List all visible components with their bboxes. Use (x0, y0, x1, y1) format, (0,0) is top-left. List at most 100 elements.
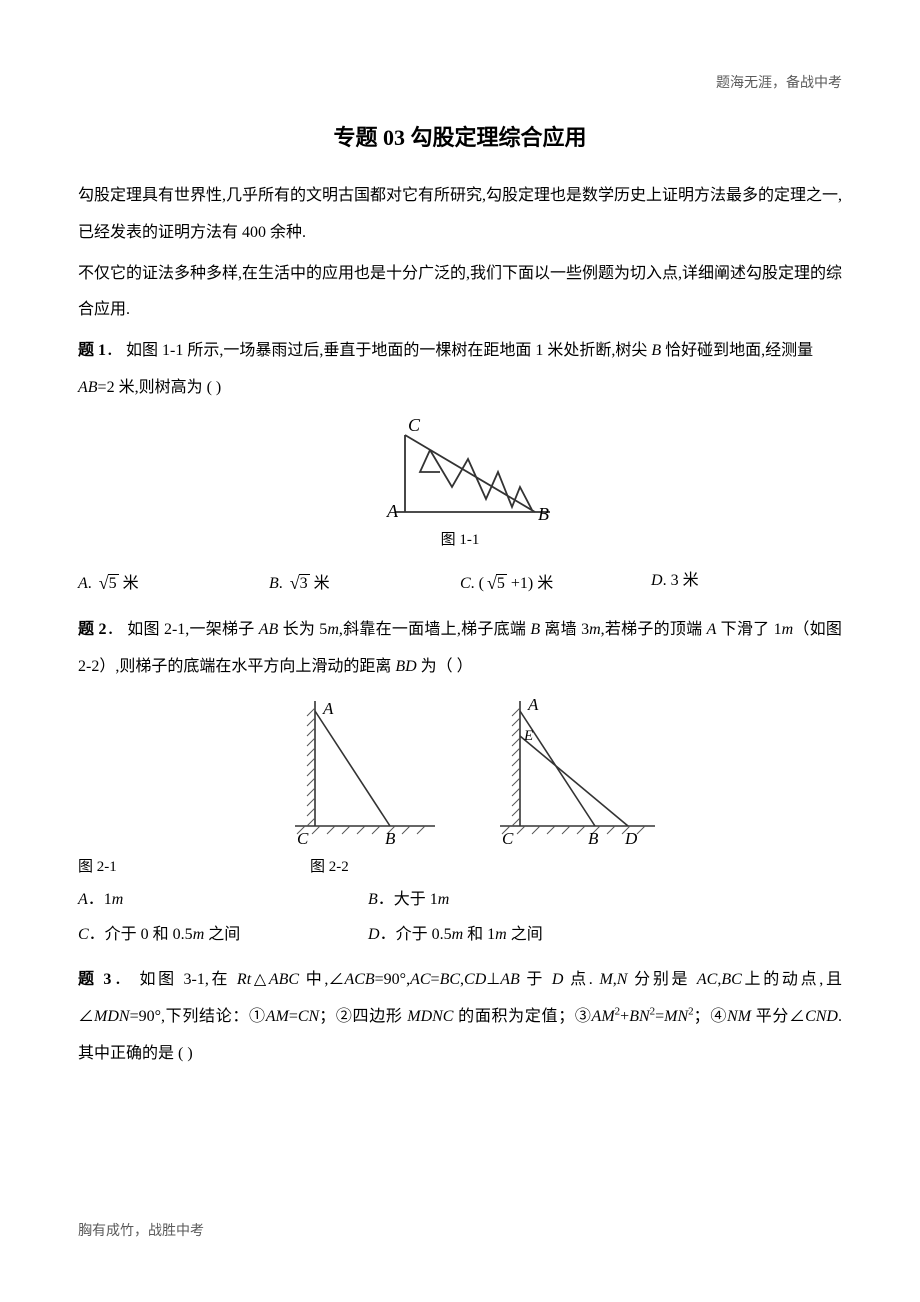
sqrt-icon: 5 (484, 563, 507, 603)
q2-opt-b: B．大于 1m (368, 882, 449, 917)
q2-opt-c: C．介于 0 和 0.5m 之间 (78, 917, 368, 952)
sqrt-icon: 3 (287, 563, 310, 603)
figure-1-1: C A B (78, 417, 842, 522)
q2-optd-t: ．介于 0.5 (380, 926, 452, 943)
q3-plus: + (620, 1008, 629, 1025)
q3-tl: ；④ (694, 1008, 727, 1025)
q3-acb: ACB (344, 971, 374, 988)
figure-1-1-caption: 图 1-1 (78, 528, 842, 549)
q1-opt-d: D. 3 米 (651, 563, 842, 603)
q2-optc-t: ．介于 0 和 0.5 (89, 926, 193, 943)
q3-mn: MN (664, 1008, 688, 1025)
q1-text-a: ． 如图 1-1 所示,一场暴雨过后,垂直于地面的一棵树在距地面 1 米处折断,… (106, 342, 651, 359)
q3-ta: ． 如图 3-1,在 (111, 971, 237, 988)
q2-th: 为（ ） (417, 658, 473, 675)
svg-text:D: D (624, 829, 638, 848)
q2-opta-l: A (78, 891, 88, 908)
q2-opta-t: ．1 (88, 891, 112, 908)
q1-label: 题 1 (78, 342, 106, 359)
q2-bd: BD (395, 658, 416, 675)
q3-ac2: AC (697, 971, 717, 988)
q2-optd-l: D (368, 926, 380, 943)
svg-text:B: B (385, 829, 396, 848)
q3-n: N (617, 971, 628, 988)
q2-b: B (530, 621, 540, 638)
footer-text: 胸有成竹，战胜中考 (78, 1220, 204, 1240)
fallen-tree-diagram: C A B (360, 417, 560, 522)
q2-tb: 长为 5 (278, 621, 327, 638)
q3-tri: △ (251, 971, 269, 988)
q2-label: 题 2 (78, 621, 107, 638)
q1-optd-letter: D (651, 572, 663, 589)
question-2: 题 2． 如图 2-1,一架梯子 AB 长为 5m,斜靠在一面墙上,梯子底端 B… (78, 612, 842, 686)
q3-ti: =90°,下列结论：① (130, 1008, 266, 1025)
q3-tg: 分别是 (627, 971, 696, 988)
q3-bc2: BC (721, 971, 741, 988)
q1-optc-letter: C (460, 575, 471, 592)
page-title: 专题 03 勾股定理综合应用 (78, 120, 842, 152)
q1-text-c: =2 米,则树高为 ( ) (98, 379, 222, 396)
q2-optd-m: m (452, 926, 464, 943)
q3-bc: BC (440, 971, 460, 988)
q1-optc-val: 5 (496, 574, 507, 592)
q3-am2: AM (592, 1008, 615, 1025)
q1-opt-c: C. (5 +1) 米 (460, 563, 651, 603)
q1-optb-unit: 米 (310, 575, 330, 592)
svg-text:C: C (408, 417, 421, 435)
svg-text:A: A (386, 501, 399, 521)
q2-opt-a: A．1m (78, 882, 368, 917)
q2-opta-m: m (112, 891, 124, 908)
q3-cd: CD (464, 971, 486, 988)
q1-ab: AB (78, 379, 98, 396)
q3-bn: BN (629, 1008, 649, 1025)
q3-label: 题 3 (78, 971, 111, 988)
q2-m1: m (327, 621, 339, 638)
fig-2-1-caption: 图 2-1 (78, 855, 310, 876)
question-1: 题 1． 如图 1-1 所示,一场暴雨过后,垂直于地面的一棵树在距地面 1 米处… (78, 333, 842, 407)
q3-mdnc: MDNC (407, 1008, 453, 1025)
q2-m3: m (782, 621, 794, 638)
svg-text:C: C (502, 829, 514, 848)
q2-optd-m2: m (495, 926, 507, 943)
q3-perp: ⊥ (486, 971, 500, 988)
q2-opt-d: D．介于 0.5m 和 1m 之间 (368, 917, 543, 952)
q3-mdn: MDN (94, 1008, 130, 1025)
intro-paragraph-1: 勾股定理具有世界性,几乎所有的文明古国都对它有所研究,勾股定理也是数学历史上证明… (78, 178, 842, 252)
q1-opta-val: 5 (108, 574, 119, 592)
q3-tm: 平分∠ (751, 1008, 805, 1025)
q3-am: AM (266, 1008, 289, 1025)
content-area: 专题 03 勾股定理综合应用 勾股定理具有世界性,几乎所有的文明古国都对它有所研… (78, 120, 842, 1073)
q2-m2: m (589, 621, 601, 638)
q3-eq2: = (289, 1008, 298, 1025)
q3-te: 于 (520, 971, 552, 988)
q1-opt-a: A. 5 米 (78, 563, 269, 603)
q1-opta-letter: A (78, 575, 88, 592)
q3-abc: ABC (269, 971, 299, 988)
q3-ab2: AB (500, 971, 520, 988)
q1-optd-text: . 3 米 (663, 572, 699, 589)
q2-optb-t: ．大于 1 (378, 891, 438, 908)
sqrt-icon: 5 (96, 563, 119, 603)
q3-m: M (599, 971, 612, 988)
header-text: 题海无涯，备战中考 (716, 72, 842, 92)
q3-tb: 中,∠ (299, 971, 344, 988)
q2-optd-tail: 和 1 (463, 926, 495, 943)
q3-d: D (552, 971, 564, 988)
q3-eq1: = (431, 971, 440, 988)
q2-optc-m: m (193, 926, 205, 943)
q3-rt: Rt (237, 971, 251, 988)
q3-tk: 的面积为定值；③ (453, 1008, 591, 1025)
q1-optb-val: 3 (299, 574, 310, 592)
q2-options: A．1m B．大于 1m C．介于 0 和 0.5m 之间 D．介于 0.5m … (78, 882, 842, 952)
svg-text:B: B (588, 829, 599, 848)
q3-ac: AC (410, 971, 430, 988)
svg-text:A: A (322, 699, 334, 718)
q3-cnd: CND (805, 1008, 838, 1025)
q1-optc-prefix: . ( (471, 575, 484, 592)
q2-tf: 下滑了 1 (716, 621, 781, 638)
q2-tc: ,斜靠在一面墙上,梯子底端 (339, 621, 530, 638)
q3-tc: =90°, (375, 971, 410, 988)
q1-optb-letter: B (269, 575, 279, 592)
q2-ab: AB (259, 621, 279, 638)
q2-td: 离墙 3 (540, 621, 589, 638)
